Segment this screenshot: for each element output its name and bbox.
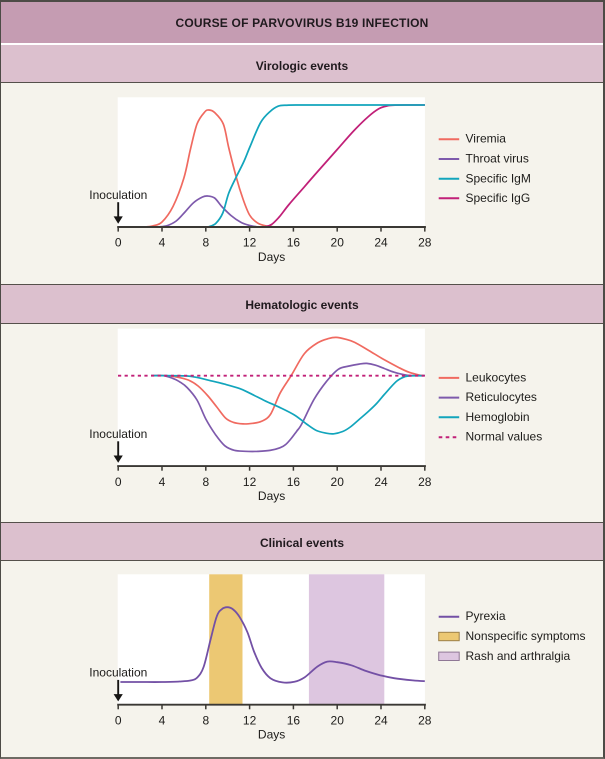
svg-text:24: 24	[374, 236, 388, 250]
svg-text:8: 8	[202, 236, 209, 250]
svg-text:Inoculation: Inoculation	[89, 188, 147, 202]
svg-text:Inoculation: Inoculation	[89, 427, 147, 441]
svg-text:Specific IgG: Specific IgG	[466, 191, 531, 205]
svg-text:Days: Days	[258, 250, 285, 264]
svg-text:4: 4	[159, 236, 166, 250]
svg-text:0: 0	[115, 713, 122, 727]
svg-text:24: 24	[374, 713, 388, 727]
svg-text:Reticulocytes: Reticulocytes	[466, 390, 537, 404]
svg-text:28: 28	[418, 236, 432, 250]
svg-text:16: 16	[287, 475, 301, 489]
svg-text:Hemoglobin: Hemoglobin	[466, 410, 530, 424]
svg-text:28: 28	[418, 713, 432, 727]
svg-text:4: 4	[159, 713, 166, 727]
svg-text:Rash and arthralgia: Rash and arthralgia	[466, 649, 571, 663]
svg-text:20: 20	[331, 236, 345, 250]
svg-text:12: 12	[243, 475, 257, 489]
svg-text:Days: Days	[258, 489, 285, 503]
svg-text:24: 24	[374, 475, 388, 489]
svg-text:20: 20	[331, 713, 345, 727]
svg-text:16: 16	[287, 713, 301, 727]
svg-text:4: 4	[159, 475, 166, 489]
svg-text:0: 0	[115, 475, 122, 489]
svg-text:12: 12	[243, 236, 257, 250]
svg-text:Leukocytes: Leukocytes	[466, 370, 527, 384]
svg-text:Specific IgM: Specific IgM	[466, 171, 531, 185]
svg-text:Nonspecific symptoms: Nonspecific symptoms	[466, 629, 586, 643]
svg-text:Normal values: Normal values	[466, 430, 543, 444]
svg-text:8: 8	[202, 475, 209, 489]
svg-text:16: 16	[287, 236, 301, 250]
svg-text:12: 12	[243, 713, 257, 727]
svg-text:Days: Days	[258, 728, 285, 742]
svg-text:Viremia: Viremia	[466, 132, 507, 146]
svg-text:Pyrexia: Pyrexia	[466, 609, 506, 623]
svg-text:28: 28	[418, 475, 432, 489]
svg-text:Inoculation: Inoculation	[89, 666, 147, 680]
svg-text:8: 8	[202, 713, 209, 727]
svg-text:20: 20	[331, 475, 345, 489]
svg-text:0: 0	[115, 236, 122, 250]
svg-text:Throat virus: Throat virus	[466, 152, 529, 166]
